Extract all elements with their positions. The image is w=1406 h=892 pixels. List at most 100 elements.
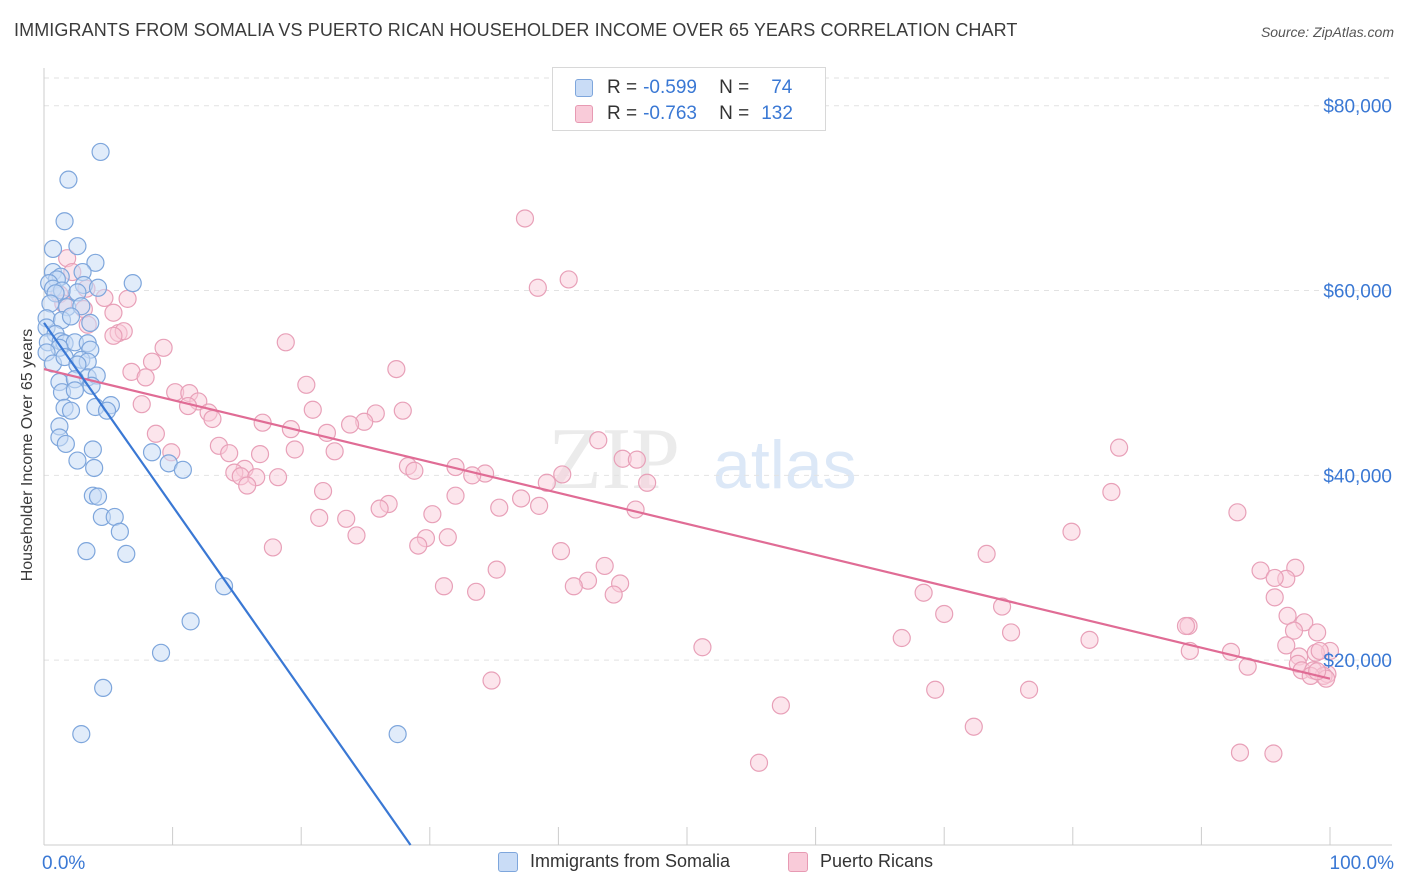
puerto-rican-point	[1221, 642, 1241, 661]
chart-title: IMMIGRANTS FROM SOMALIA VS PUERTO RICAN …	[14, 20, 1018, 40]
somalia-point	[117, 544, 136, 564]
puerto-rican-point	[104, 326, 123, 345]
puerto-rican-point	[1080, 630, 1099, 649]
somalia-point	[151, 643, 171, 662]
source-label: Source: ZipAtlas.com	[1260, 24, 1394, 40]
puerto-rican-point	[220, 444, 239, 463]
somalia-point	[72, 725, 91, 744]
puerto-rican-point	[387, 359, 406, 379]
puerto-rican-point	[1228, 503, 1247, 522]
somalia-point	[61, 401, 81, 420]
puerto-rican-point	[512, 489, 531, 508]
puerto-rican-point	[154, 338, 173, 357]
puerto-rican-point	[285, 440, 304, 459]
puerto-rican-point	[203, 409, 222, 429]
puerto-rican-point	[263, 538, 283, 557]
axes	[43, 68, 1392, 846]
somalia-point	[94, 678, 113, 698]
somalia-point	[65, 381, 84, 400]
puerto-rican-point	[446, 486, 465, 505]
legend-item-puerto-rican: Puerto Ricans	[788, 851, 933, 872]
puerto-rican-point	[438, 528, 457, 547]
puerto-rican-point	[118, 289, 137, 308]
somalia-point	[181, 612, 200, 631]
somalia-point	[388, 725, 407, 744]
r-label: R =	[607, 77, 638, 98]
puerto-rican-point	[434, 577, 454, 596]
series-legend: Immigrants from Somalia Puerto Ricans	[0, 851, 1406, 877]
y-tick-label: $40,000	[1323, 466, 1392, 487]
x-tick-label: 0.0%	[42, 853, 85, 874]
r-label: R =	[607, 103, 638, 124]
x-tick-label: 100.0%	[1330, 853, 1395, 874]
puerto-rican-point	[926, 680, 945, 699]
somalia-point	[110, 522, 129, 541]
puerto-rican-point	[553, 465, 572, 484]
y-tick-label: $60,000	[1323, 282, 1392, 303]
puerto-rican-point	[935, 604, 954, 624]
somalia-trend-line	[43, 322, 412, 846]
puerto-rican-point	[250, 445, 270, 464]
somalia-point	[83, 440, 102, 459]
puerto-rican-point	[627, 450, 646, 469]
puerto-rican-point	[482, 671, 501, 690]
y-tick-label: $80,000	[1323, 97, 1392, 118]
puerto-rican-swatch	[575, 105, 593, 123]
legend-row-somalia: R = -0.599 N = 74	[575, 76, 792, 100]
r-value: -0.599	[643, 77, 697, 98]
n-value: 74	[771, 77, 793, 98]
puerto-rican-point	[1264, 744, 1283, 763]
puerto-rican-point	[146, 424, 165, 443]
somalia-point	[86, 253, 105, 272]
puerto-rican-point	[992, 597, 1012, 616]
somalia-swatch	[575, 79, 593, 97]
puerto-rican-point	[340, 415, 360, 434]
puerto-rican-point	[530, 496, 549, 515]
puerto-rican-point	[589, 431, 608, 450]
somalia-point	[173, 460, 192, 479]
puerto-rican-point	[1251, 561, 1270, 580]
puerto-rican-point	[1284, 621, 1304, 640]
puerto-rican-point	[370, 499, 389, 518]
puerto-rican-point	[1308, 623, 1327, 642]
puerto-rican-point	[964, 717, 983, 736]
somalia-point	[43, 239, 63, 259]
puerto-rican-point	[313, 481, 333, 501]
somalia-points	[37, 142, 407, 744]
puerto-rican-point	[1310, 641, 1329, 661]
trend-lines	[43, 322, 1331, 846]
puerto-rican-point	[1019, 680, 1039, 699]
somalia-legend-swatch	[498, 851, 518, 872]
puerto-rican-point	[347, 526, 366, 545]
puerto-rican-point	[297, 375, 316, 394]
puerto-rican-point	[1265, 588, 1284, 607]
puerto-rican-point	[749, 753, 769, 772]
puerto-rican-point	[1062, 522, 1081, 541]
puerto-rican-point	[595, 556, 614, 576]
somalia-legend-label: Immigrants from Somalia	[530, 851, 731, 871]
puerto-rican-point	[405, 461, 424, 480]
puerto-rican-point	[551, 542, 571, 561]
puerto-rican-points	[50, 209, 1340, 772]
puerto-rican-legend-label: Puerto Ricans	[820, 851, 934, 871]
somalia-point	[68, 451, 87, 470]
somalia-point	[61, 307, 81, 326]
puerto-rican-point	[132, 395, 151, 414]
puerto-rican-point	[104, 303, 123, 322]
puerto-rican-point	[276, 333, 295, 352]
puerto-rican-point	[423, 505, 442, 524]
puerto-rican-point	[490, 498, 509, 517]
somalia-point	[123, 274, 142, 293]
puerto-rican-point	[1109, 438, 1129, 457]
somalia-point	[88, 487, 108, 506]
puerto-rican-point	[337, 509, 356, 528]
puerto-rican-point	[638, 473, 657, 492]
n-label: N =	[719, 103, 750, 124]
puerto-rican-point	[1102, 482, 1121, 502]
puerto-rican-point	[1230, 743, 1250, 762]
puerto-rican-point	[564, 577, 583, 596]
n-value: 132	[761, 103, 793, 124]
watermark: ZIP atlas	[548, 411, 857, 508]
puerto-rican-point	[977, 544, 996, 564]
puerto-rican-point	[1265, 568, 1284, 588]
